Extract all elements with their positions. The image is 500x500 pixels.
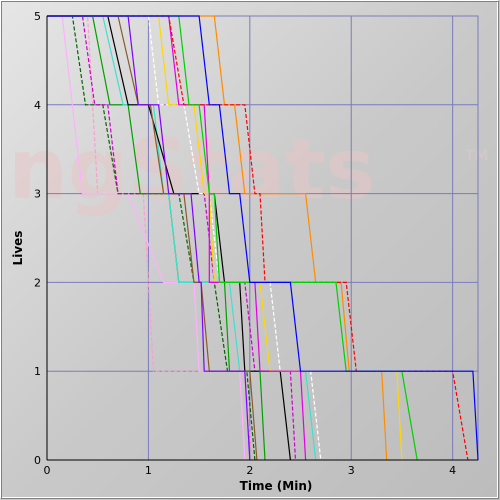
series-group [47, 15, 479, 461]
watermark-tm: TM [465, 148, 488, 164]
x-axis-label: Time (Min) [240, 479, 313, 493]
series-line-9 [47, 15, 251, 461]
series-line-14 [47, 15, 469, 461]
y-tick-label: 0 [34, 454, 41, 467]
x-tick-label: 1 [145, 464, 152, 477]
y-axis-label: Lives [11, 231, 25, 266]
y-tick-label: 5 [34, 10, 41, 23]
series-line-16 [47, 15, 479, 461]
x-tick-label: 0 [44, 464, 51, 477]
y-tick-label: 2 [34, 276, 41, 289]
y-tick-label: 4 [34, 99, 41, 112]
x-tick-label: 3 [348, 464, 355, 477]
axes [46, 16, 478, 461]
tick-labels: 0 1 2 3 4 0 1 2 3 4 5 [34, 10, 456, 477]
y-tick-label: 3 [34, 188, 41, 201]
y-tick-label: 1 [34, 365, 41, 378]
x-tick-label: 2 [246, 464, 253, 477]
x-tick-label: 4 [449, 464, 456, 477]
series-line-12 [47, 15, 307, 461]
